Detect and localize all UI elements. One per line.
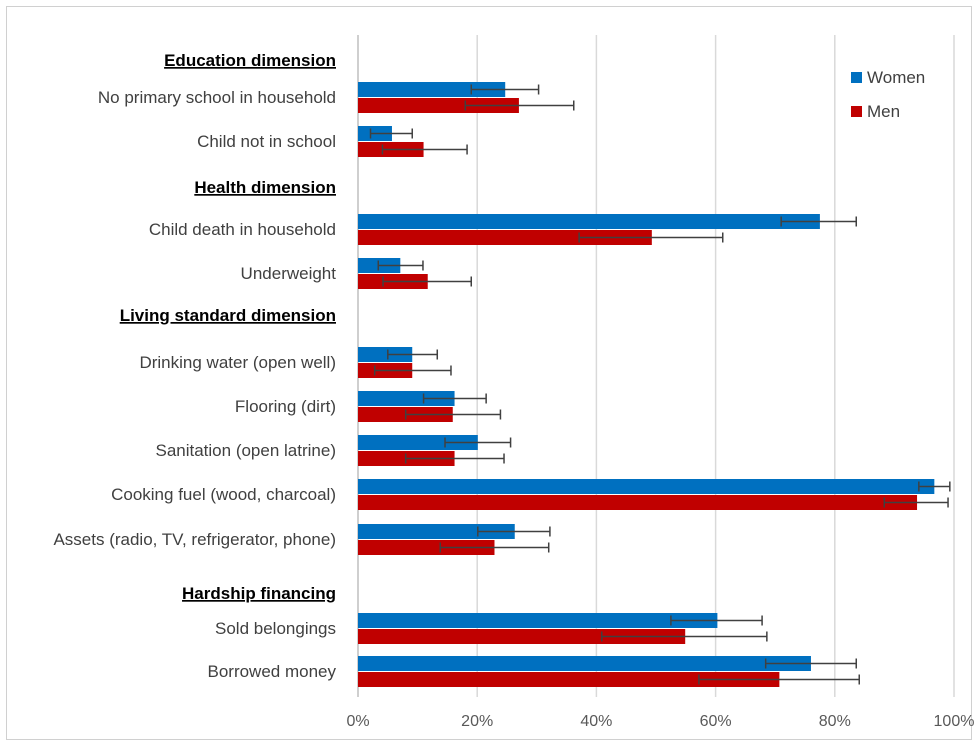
x-tick-label: 20% xyxy=(461,713,493,730)
bar-women xyxy=(358,347,413,362)
section-heading: Living standard dimension xyxy=(120,306,336,325)
bar-women xyxy=(358,524,515,539)
category-label: Child death in household xyxy=(149,220,336,239)
category-label: Sanitation (open latrine) xyxy=(155,441,336,460)
legend-label: Men xyxy=(867,102,900,121)
bar-women xyxy=(358,479,935,494)
x-tick-label: 60% xyxy=(700,713,732,730)
x-tick-label: 0% xyxy=(346,713,369,730)
bar-women xyxy=(358,613,718,628)
bar-men xyxy=(358,672,780,687)
bar-women xyxy=(358,82,506,97)
bar-women xyxy=(358,391,455,406)
bar-men xyxy=(358,540,495,555)
bar-women xyxy=(358,435,478,450)
x-tick-label: 40% xyxy=(580,713,612,730)
category-label: Borrowed money xyxy=(207,662,336,681)
legend-label: Women xyxy=(867,68,925,87)
bar-women xyxy=(358,656,811,671)
category-label: Drinking water (open well) xyxy=(139,353,336,372)
x-tick-label: 100% xyxy=(934,713,975,730)
category-label: Underweight xyxy=(241,264,337,283)
category-label: Flooring (dirt) xyxy=(235,397,336,416)
category-label: Sold belongings xyxy=(215,619,336,638)
category-label: No primary school in household xyxy=(98,88,336,107)
chart-frame xyxy=(6,6,972,740)
category-label: Assets (radio, TV, refrigerator, phone) xyxy=(53,530,336,549)
section-heading: Health dimension xyxy=(194,178,336,197)
section-heading: Education dimension xyxy=(164,51,336,70)
x-tick-label: 80% xyxy=(819,713,851,730)
bar-men xyxy=(358,495,918,510)
legend-swatch xyxy=(851,106,862,117)
bar-women xyxy=(358,214,820,229)
category-label: Cooking fuel (wood, charcoal) xyxy=(111,485,336,504)
category-label: Child not in school xyxy=(197,132,336,151)
section-heading: Hardship financing xyxy=(182,584,336,603)
legend-swatch xyxy=(851,72,862,83)
bar-men xyxy=(358,629,686,644)
bar-men xyxy=(358,98,519,113)
